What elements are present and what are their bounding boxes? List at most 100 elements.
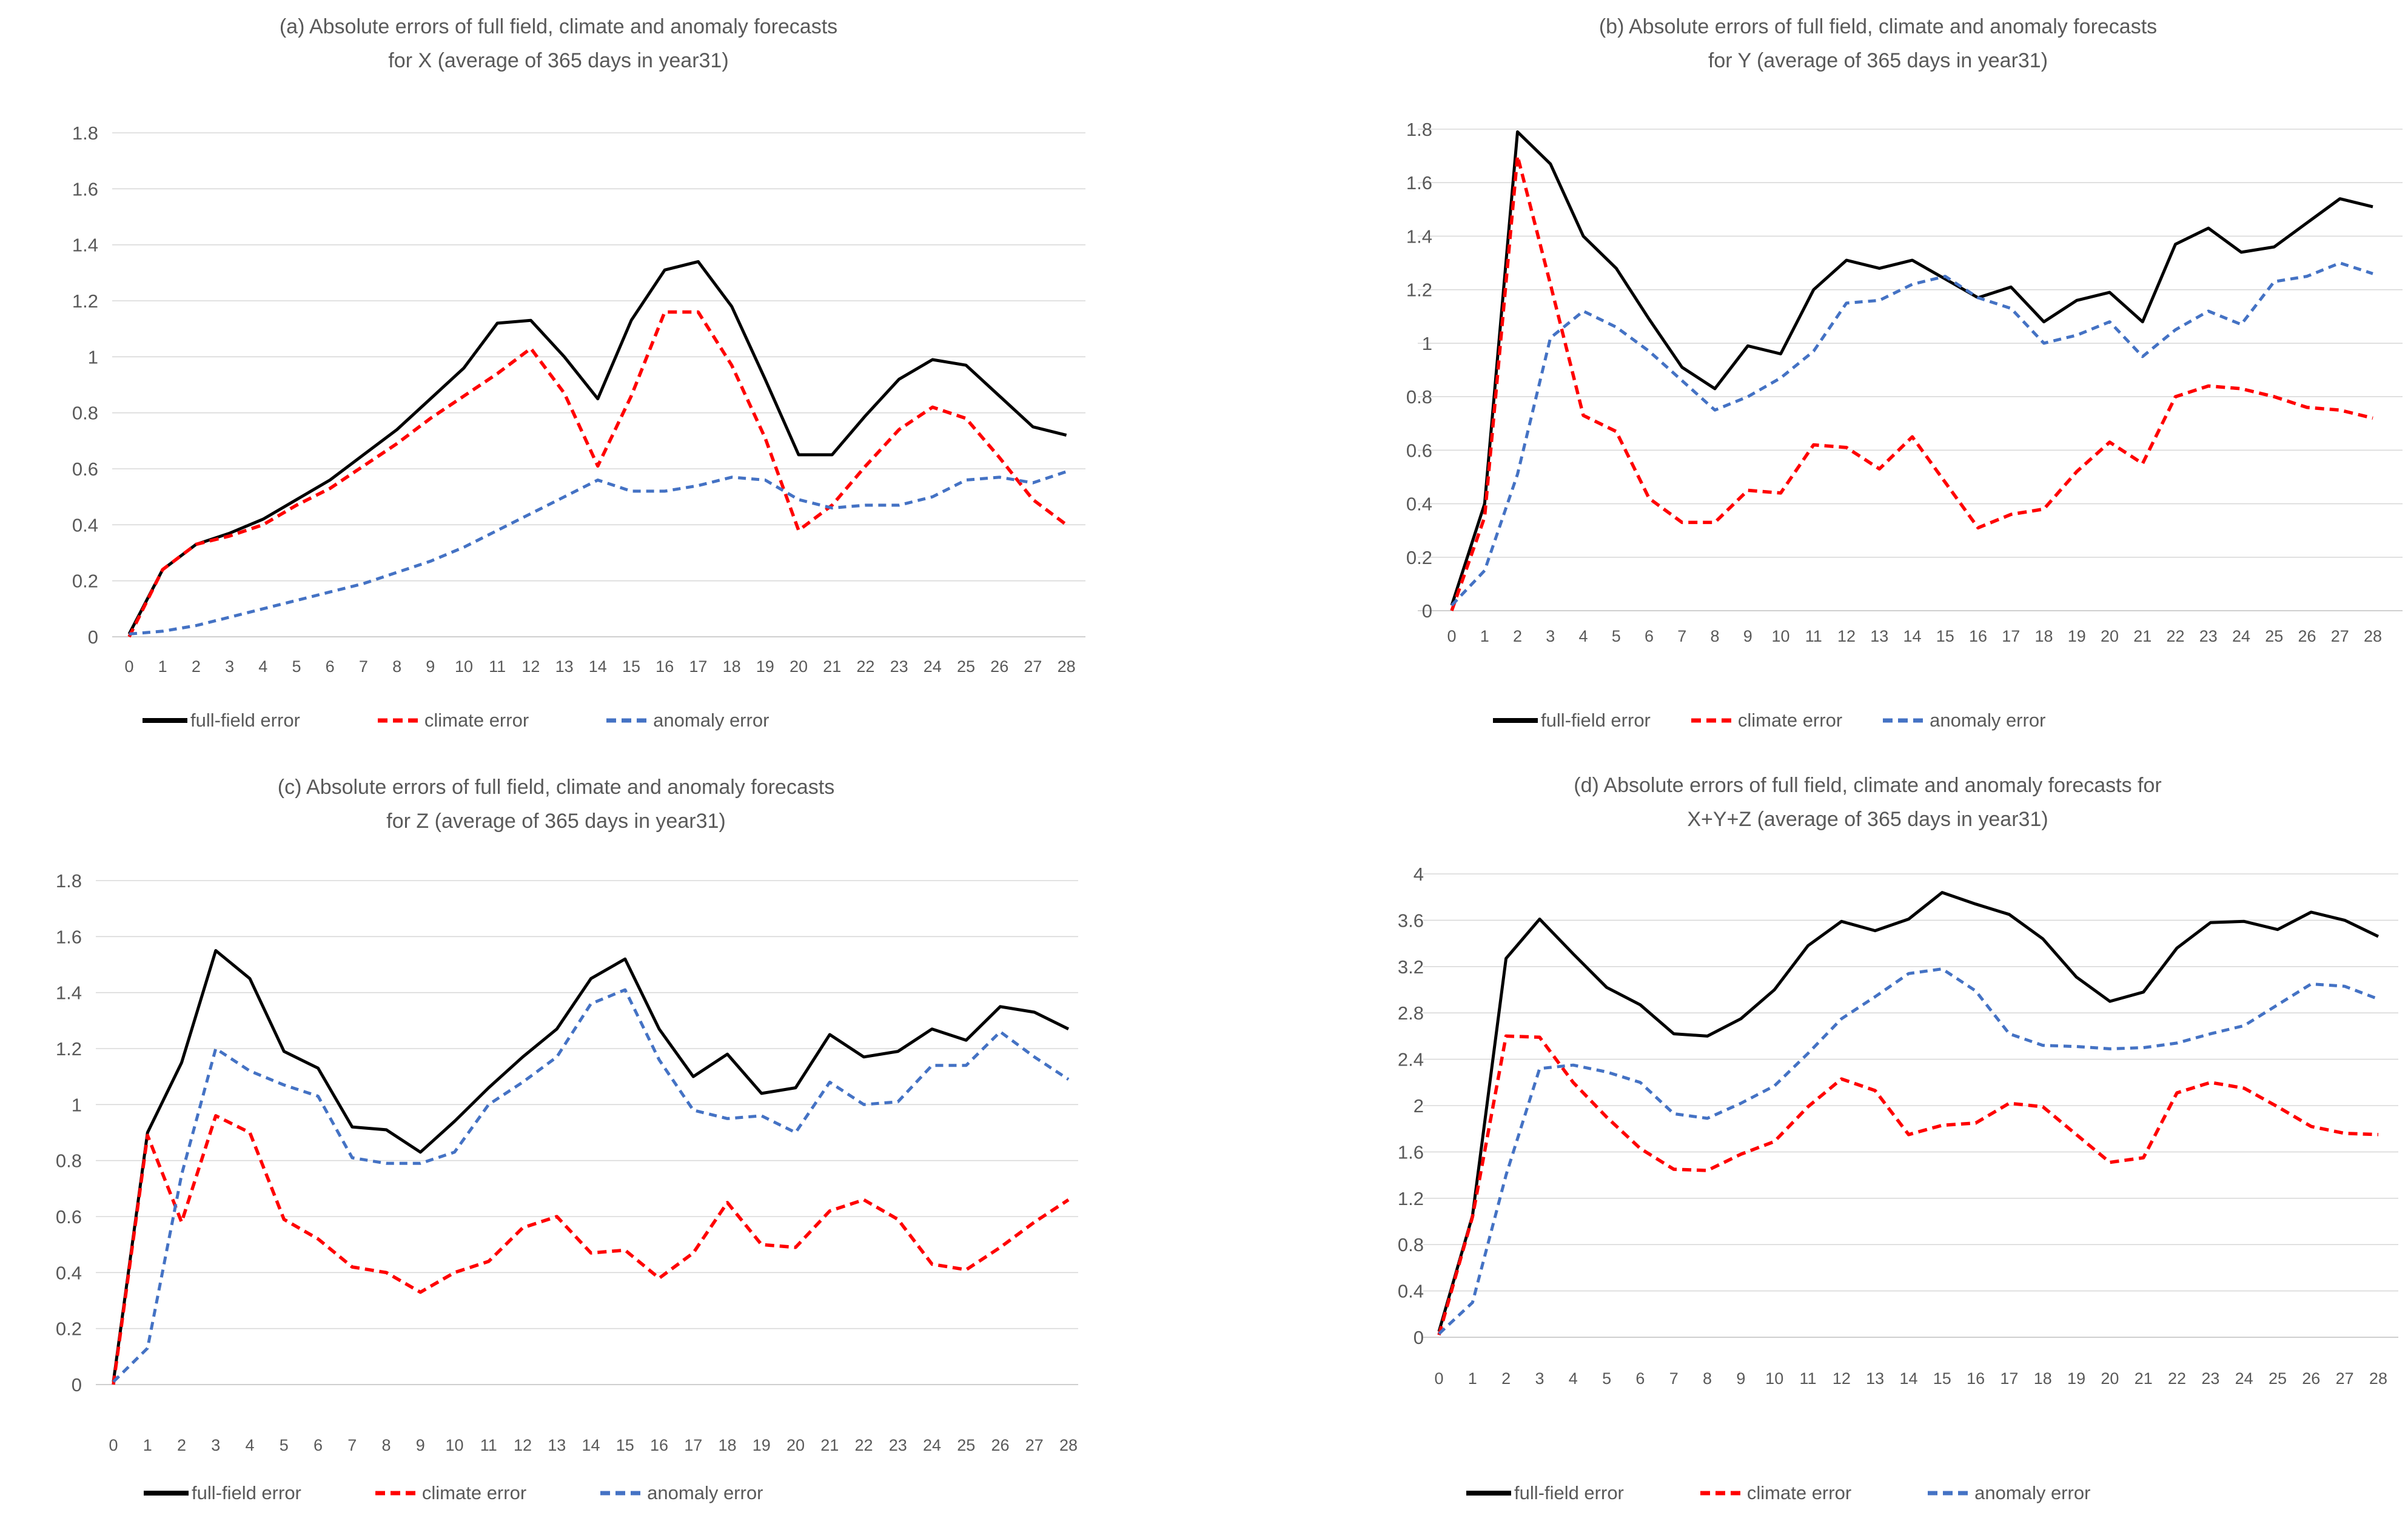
x-axis-tick-label: 18 [2034, 1369, 2052, 1388]
panel-d-title-line2: X+Y+Z (average of 365 days in year31) [1687, 808, 2048, 831]
panel-b-title-line2: for Y (average of 365 days in year31) [1708, 49, 2048, 72]
x-axis-tick-label: 25 [957, 1436, 975, 1454]
y-axis-tick-label: 1.6 [56, 926, 82, 947]
x-axis-tick-label: 17 [684, 1436, 702, 1454]
gridlines [1423, 873, 2398, 1338]
legend-label-full-field: full-field error [190, 710, 300, 731]
y-axis-tick-label: 2.4 [1398, 1049, 1424, 1070]
x-axis-tick-label: 1 [158, 657, 167, 676]
x-axis-tick-label: 1 [143, 1436, 152, 1454]
legend-item-full-field: full-field error [143, 1482, 301, 1504]
x-axis-tick-label: 4 [258, 657, 267, 676]
anomaly-error-line [1451, 261, 2373, 606]
legend-label-full-field: full-field error [1541, 710, 1651, 731]
y-axis-tick-label: 0.4 [72, 514, 98, 536]
x-axis-tick-label: 28 [2364, 627, 2382, 645]
x-axis-tick-label: 22 [854, 1436, 873, 1454]
x-axis-tick-label: 20 [2101, 1369, 2119, 1388]
full-field-error-line [127, 260, 1067, 635]
y-axis-tick-label: 1 [72, 1094, 82, 1115]
y-axis-tick-label: 0.2 [1406, 547, 1432, 568]
x-axis-tick-label: 15 [616, 1436, 634, 1454]
y-axis-tick-label: 4 [1414, 864, 1424, 885]
x-axis-tick-label: 28 [1059, 1436, 1078, 1454]
x-axis-tick-label: 16 [1969, 627, 1987, 645]
x-axis-tick-label: 3 [225, 657, 234, 676]
x-axis-tick-label: 18 [723, 657, 741, 676]
x-axis-tick-label: 20 [786, 1436, 805, 1454]
x-axis-tick-label: 7 [347, 1436, 357, 1454]
y-axis-tick-label: 0.4 [56, 1262, 82, 1283]
legend-label-climate: climate error [424, 710, 529, 731]
x-axis-tick-label: 26 [2298, 627, 2316, 645]
x-axis-tick-label: 15 [1936, 627, 1954, 645]
panel-c-plot: 00.20.40.60.811.21.41.61.80 1 2 3 4 5 6 7 8 9 10 11… [56, 870, 1078, 1454]
x-axis-tick-label: 7 [1669, 1369, 1679, 1388]
x-axis-tick-label: 25 [2269, 1369, 2287, 1388]
x-axis-tick-label: 2 [177, 1436, 186, 1454]
x-axis-tick-label: 19 [753, 1436, 771, 1454]
x-axis-tick-label: 13 [1866, 1369, 1884, 1388]
x-axis-tick-label: 20 [790, 657, 808, 676]
y-axis-tick-label: 0 [88, 626, 98, 648]
x-axis-tick-label: 26 [991, 1436, 1009, 1454]
x-axis-tick-label: 8 [381, 1436, 391, 1454]
full-field-error-line [112, 949, 1070, 1382]
x-axis-tick-label: 17 [2002, 627, 2020, 645]
legend-label-full-field: full-field error [1514, 1482, 1624, 1503]
x-axis-tick-label: 9 [416, 1436, 425, 1454]
x-axis-tick-label: 15 [1933, 1369, 1951, 1388]
y-axis-tick-label: 1.6 [72, 178, 98, 200]
x-axis-tick-label: 11 [489, 657, 506, 676]
x-axis-tick-label: 27 [1024, 657, 1042, 676]
y-axis-tick-label: 1 [1422, 333, 1432, 354]
x-axis-tick-label: 24 [2232, 627, 2250, 645]
legend-label-full-field: full-field error [192, 1482, 301, 1503]
panel-d-title-line1: (d) Absolute errors of full field, clima… [1574, 774, 2162, 797]
full-field-line-sample-icon [1493, 718, 1538, 723]
x-axis-tick-label: 11 [1805, 627, 1822, 645]
x-axis-tick-label: 14 [1903, 627, 1921, 645]
legend-item-full-field: full-field error [1465, 1482, 1624, 1504]
x-axis-tick-label: 24 [2235, 1369, 2253, 1388]
x-axis-tick-label: 12 [522, 657, 540, 676]
anomaly-line-sample-icon [1883, 718, 1927, 723]
x-axis-tick-label: 1 [1468, 1369, 1477, 1388]
panel-a-title-line1: (a) Absolute errors of full field, clima… [279, 15, 838, 38]
legend-item-anomaly: anomaly error [1882, 710, 2045, 731]
full-field-line-sample-icon [144, 1491, 189, 1496]
y-axis-tick-label: 1.2 [72, 290, 98, 312]
anomaly-error-line [112, 988, 1070, 1383]
x-axis-tick-label: 4 [1569, 1369, 1578, 1388]
panel-a-legend: full-field error climate error anomaly e… [141, 710, 769, 731]
x-axis-tick-label: 8 [1703, 1369, 1712, 1388]
y-axis-tick-label: 0.6 [1406, 440, 1432, 461]
y-axis-tick-label: 1.4 [1406, 226, 1432, 247]
x-axis-tick-label: 0 [124, 657, 133, 676]
x-axis-tick-label: 5 [292, 657, 301, 676]
legend-label-climate: climate error [1746, 1482, 1852, 1503]
panel-b-legend: full-field error climate error anomaly e… [1492, 710, 2045, 731]
y-axis-tick-label: 1.6 [1398, 1141, 1424, 1163]
y-axis-tick-label: 3.6 [1398, 910, 1424, 931]
full-field-line-sample-icon [1466, 1491, 1511, 1496]
x-axis-tick-label: 10 [1765, 1369, 1783, 1388]
y-axis-tick-label: 0.2 [72, 571, 98, 592]
legend-item-anomaly: anomaly error [605, 710, 769, 731]
x-axis-tick-label: 21 [823, 657, 841, 676]
x-axis-tick-label: 8 [1710, 627, 1719, 645]
x-axis-tick-label: 10 [1771, 627, 1789, 645]
x-axis-tick-label: 12 [514, 1436, 532, 1454]
x-axis-tick-label: 14 [1899, 1369, 1917, 1388]
x-axis-tick-label: 28 [2369, 1369, 2387, 1388]
x-axis-tick-label: 14 [589, 657, 607, 676]
x-axis-tick-label: 13 [555, 657, 574, 676]
x-axis-tick-label: 12 [1833, 1369, 1851, 1388]
y-axis-tick-label: 2 [1414, 1095, 1424, 1117]
y-axis-tick-label: 1.4 [72, 235, 98, 256]
climate-line-sample-icon [1700, 1491, 1744, 1496]
x-axis-tick-label: 25 [2265, 627, 2283, 645]
panel-a-title-line2: for X (average of 365 days in year31) [388, 49, 729, 72]
legend-item-full-field: full-field error [1492, 710, 1651, 731]
